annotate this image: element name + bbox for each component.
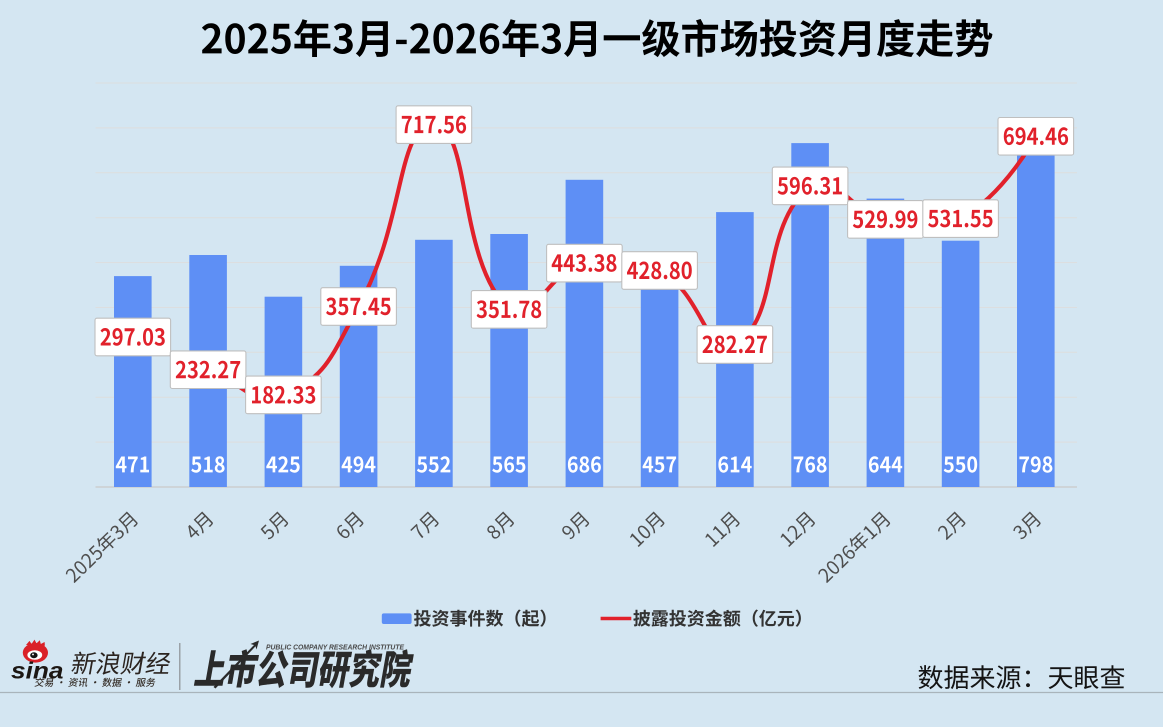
svg-text:PUBLIC COMPANY RESEARCH INSTIT: PUBLIC COMPANY RESEARCH INSTITUTE [266,643,405,652]
